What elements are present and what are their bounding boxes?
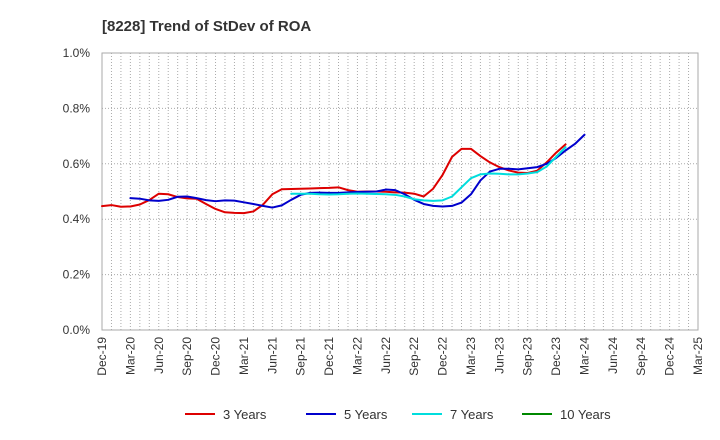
y-tick-label: 0.0% — [63, 323, 91, 337]
x-tick-label: Mar-24 — [577, 337, 591, 375]
x-axis: Dec-19 Mar-20 Jun-20 Sep-20 Dec-20 Mar-21 Jun-… — [95, 337, 705, 376]
y-tick-label: 0.6% — [63, 157, 91, 171]
legend-label-3-years: 3 Years — [223, 407, 267, 422]
y-axis: 0.0% 0.2% 0.4% 0.6% 0.8% 1.0% — [63, 46, 91, 337]
series-line-3-years — [101, 143, 567, 215]
x-tick-label: Dec-23 — [549, 337, 563, 376]
x-tick-label: Jun-21 — [265, 337, 279, 374]
x-tick-label: Mar-20 — [123, 337, 137, 375]
x-tick-label: Sep-21 — [294, 337, 308, 376]
x-tick-label: Dec-22 — [436, 337, 450, 376]
plot-area — [101, 52, 699, 331]
series-line-7-years — [290, 146, 567, 202]
legend-label-5-years: 5 Years — [344, 407, 388, 422]
x-tick-label: Jun-22 — [379, 337, 393, 374]
x-tick-label: Jun-20 — [152, 337, 166, 374]
series-line-5-years — [129, 133, 586, 209]
y-tick-label: 0.8% — [63, 101, 91, 115]
x-tick-label: Dec-20 — [209, 337, 223, 376]
x-tick-label: Sep-20 — [180, 337, 194, 376]
x-tick-label: Sep-23 — [521, 337, 535, 376]
series-layer — [101, 133, 586, 215]
x-tick-label: Sep-24 — [634, 337, 648, 376]
legend: 3 Years 5 Years 7 Years 10 Years — [185, 407, 611, 422]
y-tick-label: 0.2% — [63, 268, 91, 282]
x-tick-label: Dec-21 — [322, 337, 336, 376]
y-tick-label: 0.4% — [63, 212, 91, 226]
legend-label-10-years: 10 Years — [560, 407, 611, 422]
chart-title: [8228] Trend of StDev of ROA — [102, 18, 311, 35]
x-tick-label: Jun-24 — [606, 337, 620, 374]
x-tick-label: Mar-25 — [691, 337, 705, 375]
x-tick-label: Mar-21 — [237, 337, 251, 375]
x-tick-label: Mar-22 — [350, 337, 364, 375]
legend-label-7-years: 7 Years — [450, 407, 494, 422]
x-tick-label: Jun-23 — [492, 337, 506, 374]
x-tick-label: Sep-22 — [407, 337, 421, 376]
x-tick-label: Mar-23 — [464, 337, 478, 375]
x-tick-label: Dec-24 — [663, 337, 677, 376]
x-tick-label: Dec-19 — [95, 337, 109, 376]
y-tick-label: 1.0% — [63, 46, 91, 60]
